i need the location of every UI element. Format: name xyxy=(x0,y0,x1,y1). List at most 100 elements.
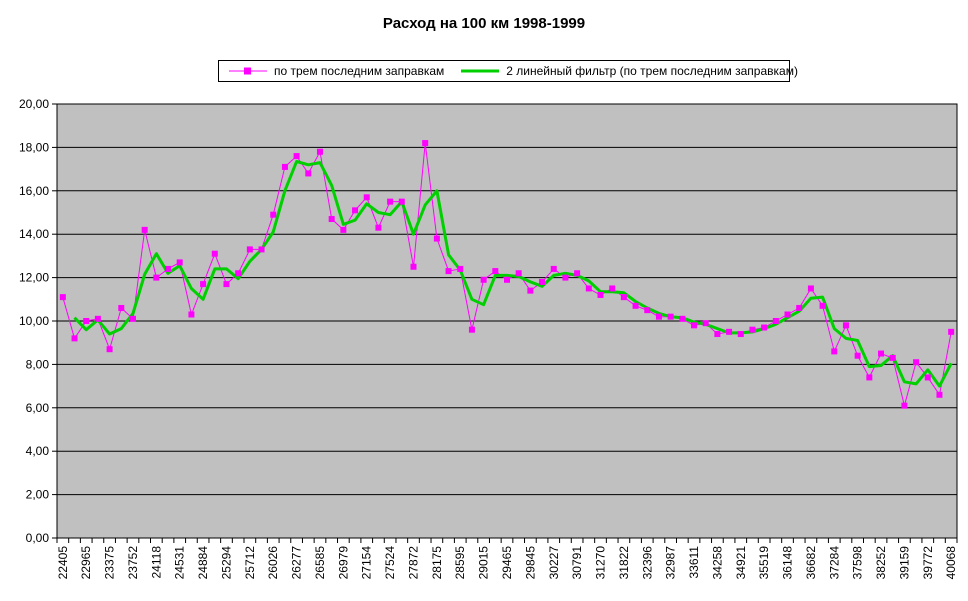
y-tick-label: 2,00 xyxy=(26,488,50,502)
series-filter-line xyxy=(73,160,953,388)
legend-filter-line-sample-icon xyxy=(461,69,500,73)
data-point-marker xyxy=(527,287,534,294)
data-point-marker xyxy=(340,226,347,233)
data-point-marker xyxy=(246,246,253,253)
data-point-marker xyxy=(211,250,218,257)
data-point-marker xyxy=(258,246,265,253)
x-tick-label: 37284 xyxy=(827,546,841,580)
data-point-marker xyxy=(585,285,592,292)
data-point-marker xyxy=(796,304,803,311)
data-point-marker xyxy=(620,294,627,301)
x-tick-label: 24884 xyxy=(196,546,210,580)
x-axis-ticks xyxy=(56,538,958,543)
x-tick-label: 27872 xyxy=(406,546,420,580)
data-point-marker xyxy=(504,276,510,283)
y-tick-label: 0,00 xyxy=(26,531,50,545)
x-tick-label: 27154 xyxy=(360,546,374,580)
x-tick-label: 34258 xyxy=(710,546,724,580)
data-point-marker xyxy=(854,352,861,359)
data-point-marker xyxy=(761,324,768,331)
data-point-marker xyxy=(129,315,136,322)
data-point-marker xyxy=(948,328,955,335)
x-tick-label: 29015 xyxy=(477,546,491,580)
data-point-marker xyxy=(901,402,908,409)
data-point-marker xyxy=(737,331,744,338)
data-point-marker xyxy=(398,198,405,205)
data-point-marker xyxy=(772,318,779,324)
data-point-marker xyxy=(293,153,300,160)
legend-label-raw-series: по трем последним заправкам xyxy=(274,64,445,78)
x-tick-label: 29845 xyxy=(523,546,537,580)
legend-square-marker-icon xyxy=(244,67,251,75)
x-tick-label: 38252 xyxy=(874,546,888,580)
x-tick-label: 27524 xyxy=(383,546,397,580)
data-point-marker xyxy=(223,281,230,288)
data-point-marker xyxy=(842,322,849,329)
data-point-marker xyxy=(609,285,616,292)
legend-label-filter-series: 2 линейный фильтр (по трем последним зап… xyxy=(506,64,798,78)
data-point-marker xyxy=(480,276,487,283)
data-point-marker xyxy=(59,294,66,301)
y-tick-label: 18,00 xyxy=(19,140,49,154)
legend-raw-line-sample-icon xyxy=(229,67,267,75)
x-tick-label: 24531 xyxy=(173,546,187,580)
data-point-marker xyxy=(375,224,382,231)
data-point-marker xyxy=(714,331,721,338)
x-tick-label: 29465 xyxy=(500,546,514,580)
data-point-marker xyxy=(445,268,452,275)
data-point-marker xyxy=(819,302,826,309)
x-tick-label: 30227 xyxy=(547,546,561,580)
data-point-marker xyxy=(387,198,394,205)
data-point-marker xyxy=(352,207,359,214)
data-point-marker xyxy=(562,274,569,281)
data-point-marker xyxy=(913,359,920,366)
x-tick-label: 28595 xyxy=(453,546,467,580)
x-tick-label: 26277 xyxy=(290,546,304,580)
series-raw-markers xyxy=(59,140,955,409)
data-point-marker xyxy=(410,263,417,270)
data-point-marker xyxy=(866,374,873,381)
x-tick-label: 34921 xyxy=(734,546,748,580)
y-axis-labels: 20,00 18,00 16,00 14,00 12,00 10,00 8,00 6,00 4,… xyxy=(19,97,49,545)
x-tick-label: 36682 xyxy=(804,546,818,580)
legend-item-filter-series: 2 линейный фильтр (по трем последним зап… xyxy=(460,64,814,78)
data-point-marker xyxy=(597,291,604,298)
plot-area-border xyxy=(56,103,958,539)
x-tick-label: 25294 xyxy=(219,546,233,580)
data-point-marker xyxy=(655,313,662,320)
data-point-marker xyxy=(165,265,172,272)
data-point-marker xyxy=(328,216,335,223)
data-point-marker xyxy=(632,302,639,309)
data-point-marker xyxy=(784,311,791,318)
x-axis-labels: 22405 22965 23375 23752 24118 24531 24884 25294… xyxy=(56,546,958,580)
data-point-marker xyxy=(141,226,148,233)
data-point-marker xyxy=(457,265,464,272)
y-tick-label: 4,00 xyxy=(26,444,50,458)
y-tick-label: 20,00 xyxy=(19,97,49,111)
data-point-marker xyxy=(281,163,288,170)
legend: по трем последним заправкам 2 линейный ф… xyxy=(218,60,798,82)
data-point-marker xyxy=(691,322,698,329)
chart-title: Расход на 100 км 1998-1999 xyxy=(382,15,586,32)
x-tick-label: 26979 xyxy=(336,546,350,580)
data-point-marker xyxy=(936,391,943,398)
data-point-marker xyxy=(83,318,90,324)
data-point-marker xyxy=(235,270,242,277)
x-tick-label: 32987 xyxy=(664,546,678,580)
data-point-marker xyxy=(153,274,160,281)
data-point-marker xyxy=(807,285,814,292)
data-point-marker xyxy=(270,211,277,218)
x-tick-label: 26585 xyxy=(313,546,327,580)
data-point-marker xyxy=(422,140,429,147)
x-tick-label: 32396 xyxy=(640,546,654,580)
data-point-marker xyxy=(492,268,499,275)
data-point-marker xyxy=(118,304,125,311)
x-tick-label: 36148 xyxy=(781,546,795,580)
x-tick-label: 37598 xyxy=(851,546,865,580)
x-tick-label: 30791 xyxy=(570,546,584,580)
x-tick-label: 22405 xyxy=(56,546,70,580)
x-tick-label: 28175 xyxy=(430,546,444,580)
x-tick-label: 31822 xyxy=(617,546,631,580)
